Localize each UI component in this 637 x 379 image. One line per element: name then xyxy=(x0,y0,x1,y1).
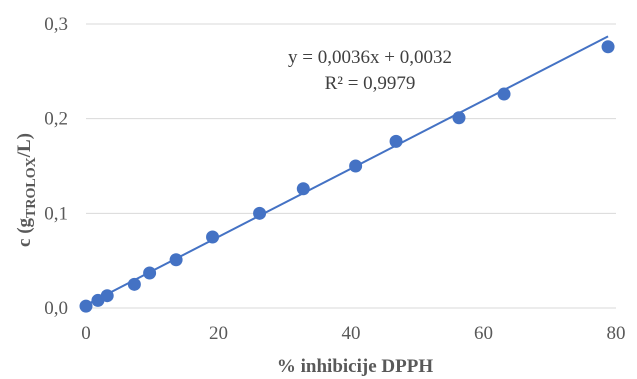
data-point xyxy=(296,182,310,196)
x-tick-label: 40 xyxy=(342,323,361,344)
data-point xyxy=(497,87,511,101)
y-tick-label: 0,3 xyxy=(44,14,68,35)
y-axis-title-part3: /L) xyxy=(14,133,35,158)
trendline-equation: y = 0,0036x + 0,0032 xyxy=(288,47,452,68)
x-tick-labels: 0 20 40 60 80 xyxy=(81,323,625,344)
data-point xyxy=(206,230,220,244)
gridlines xyxy=(86,23,616,309)
y-tick-labels: 0,0 0,1 0,2 0,3 xyxy=(44,14,68,319)
r-squared-label: R² = 0,9979 xyxy=(325,73,416,94)
y-axis-title-part1: c (g xyxy=(14,217,35,247)
data-point xyxy=(100,289,114,303)
x-tick-label: 80 xyxy=(607,323,626,344)
y-tick-label: 0,1 xyxy=(44,203,68,224)
data-point xyxy=(169,253,183,267)
y-axis-title-subscript: TROLOX xyxy=(24,157,39,218)
data-point xyxy=(601,40,615,54)
data-point xyxy=(389,134,403,148)
data-point xyxy=(127,277,141,291)
x-tick-label: 60 xyxy=(474,323,493,344)
x-tick-label: 0 xyxy=(81,323,91,344)
x-axis-title: % inhibicije DPPH xyxy=(277,356,433,377)
data-point xyxy=(349,159,363,173)
y-tick-label: 0,0 xyxy=(44,298,68,319)
data-point xyxy=(143,266,157,280)
data-point xyxy=(452,111,466,125)
y-axis-title: c (gTROLOX/L) xyxy=(14,133,39,247)
data-point xyxy=(79,299,93,313)
data-point xyxy=(253,206,267,220)
data-points xyxy=(79,40,615,313)
y-tick-label: 0,2 xyxy=(44,109,68,130)
x-tick-label: 20 xyxy=(209,323,228,344)
